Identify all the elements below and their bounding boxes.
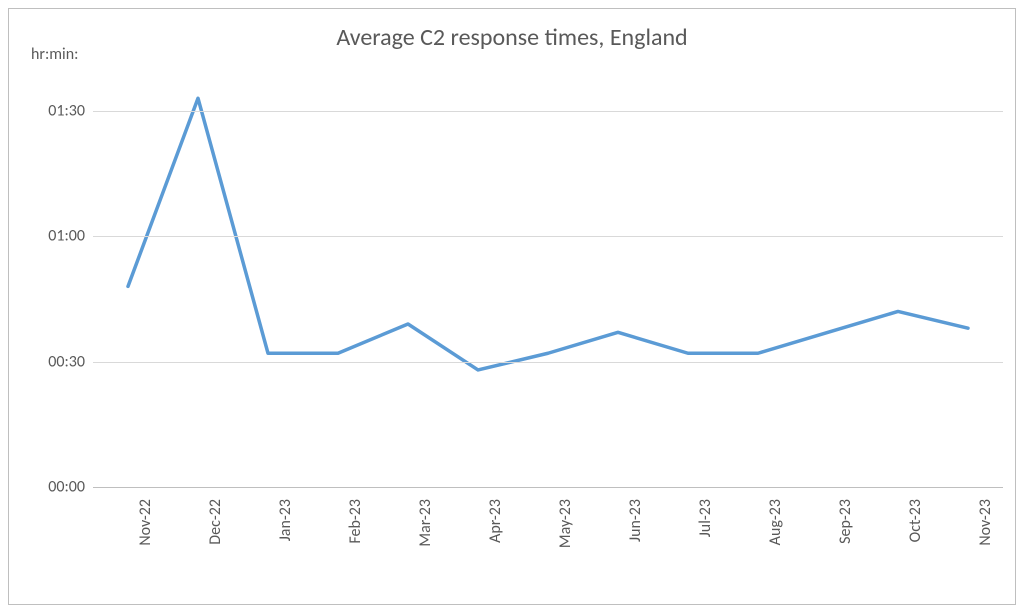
- gridline: [93, 236, 1003, 237]
- x-axis-line: [93, 487, 1003, 488]
- y-tick-label: 00:00: [15, 478, 85, 497]
- plot-area: [93, 69, 1003, 487]
- y-tick-label: 01:30: [15, 101, 85, 120]
- series-line: [128, 98, 968, 370]
- chart-title: Average C2 response times, England: [9, 23, 1015, 52]
- line-series-svg: [93, 69, 1003, 487]
- gridline: [93, 111, 1003, 112]
- x-tick-label: Jun-23: [626, 499, 645, 567]
- x-tick-label: Mar-23: [416, 499, 435, 567]
- y-tick-label: 01:00: [15, 227, 85, 246]
- y-axis-unit-label: hr:min:: [31, 45, 78, 64]
- x-tick-label: Dec-22: [206, 499, 225, 567]
- gridline: [93, 362, 1003, 363]
- x-tick-label: Oct-23: [906, 499, 925, 567]
- x-tick-label: May-23: [556, 499, 575, 567]
- x-tick-label: Nov-23: [976, 499, 995, 567]
- x-tick-label: Feb-23: [346, 499, 365, 567]
- x-tick-label: Aug-23: [766, 499, 785, 567]
- x-tick-label: Jan-23: [276, 499, 295, 567]
- y-tick-label: 00:30: [15, 352, 85, 371]
- chart-container: Average C2 response times, England hr:mi…: [8, 8, 1016, 605]
- x-tick-label: Jul-23: [696, 499, 715, 567]
- x-tick-label: Apr-23: [486, 499, 505, 567]
- x-tick-label: Sep-23: [836, 499, 855, 567]
- x-tick-label: Nov-22: [136, 499, 155, 567]
